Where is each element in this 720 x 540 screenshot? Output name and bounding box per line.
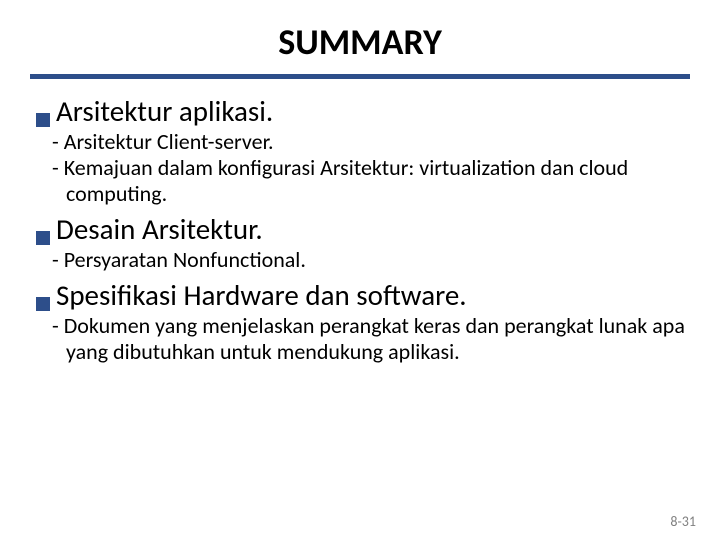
section-head: Arsitektur aplikasi. [36, 93, 690, 129]
slide-number: 8-31 [670, 513, 696, 530]
section-desain-arsitektur: Desain Arsitektur. - Persyaratan Nonfunc… [30, 211, 690, 273]
section-spesifikasi-hardware: Spesifikasi Hardware dan software. - Dok… [30, 277, 690, 365]
section-title: Spesifikasi Hardware dan software. [56, 277, 467, 313]
page-title: SUMMARY [30, 20, 690, 64]
title-underline [30, 74, 690, 79]
square-bullet-icon [36, 231, 50, 245]
slide: SUMMARY Arsitektur aplikasi. - Arsitektu… [0, 0, 720, 379]
section-title: Arsitektur aplikasi. [56, 93, 273, 129]
section-title: Desain Arsitektur. [56, 211, 263, 247]
sub-item: - Kemajuan dalam konfigurasi Arsitektur:… [52, 155, 690, 207]
sub-item: - Arsitektur Client-server. [52, 129, 690, 155]
sub-item: - Persyaratan Nonfunctional. [52, 247, 690, 273]
sub-item: - Dokumen yang menjelaskan perangkat ker… [52, 313, 690, 365]
section-arsitektur-aplikasi: Arsitektur aplikasi. - Arsitektur Client… [30, 93, 690, 207]
square-bullet-icon [36, 297, 50, 311]
square-bullet-icon [36, 113, 50, 127]
section-head: Desain Arsitektur. [36, 211, 690, 247]
section-head: Spesifikasi Hardware dan software. [36, 277, 690, 313]
